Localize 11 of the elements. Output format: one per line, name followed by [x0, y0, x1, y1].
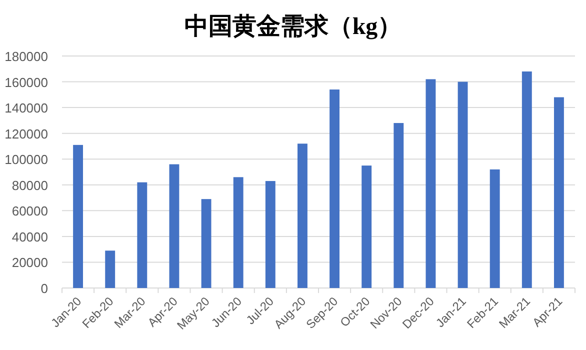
y-tick-label: 120000	[4, 126, 48, 142]
y-tick-label: 180000	[4, 49, 48, 64]
title: 中国黄金需求（kg）	[184, 14, 402, 40]
y-tick-label: 80000	[12, 178, 48, 193]
y-tick-label: 0	[40, 281, 48, 296]
y-tick-label: 140000	[4, 100, 48, 116]
y-tick-label: 160000	[4, 74, 48, 90]
y-tick-label: 40000	[12, 229, 48, 244]
y-tick-label: 100000	[4, 152, 48, 168]
y-tick-label: 60000	[12, 204, 48, 219]
y-tick-label: 20000	[12, 255, 48, 270]
